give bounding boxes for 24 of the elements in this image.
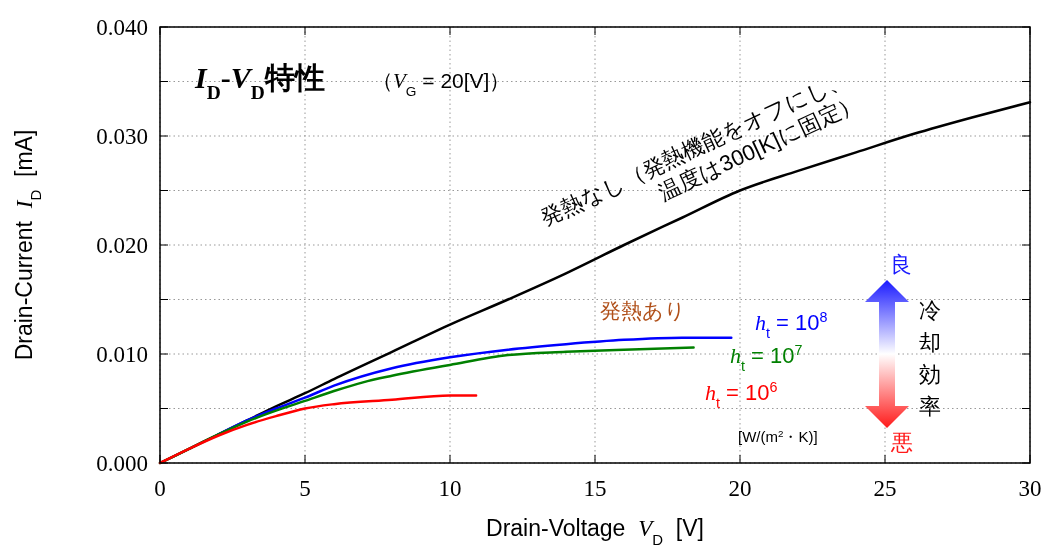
- text: （V$_{G}$ = 20[V]）: [372, 69, 511, 99]
- x-tick-label: 20: [728, 476, 752, 501]
- x-tick-label: 0: [154, 476, 166, 501]
- series-label: h$_{t}$ = 10$^{8}$: [755, 309, 828, 341]
- annotation: 発熱あり: [600, 299, 686, 322]
- annotation: [W/(m$^{2}$・K)]: [738, 427, 818, 445]
- y-tick-label: 0.040: [96, 15, 148, 41]
- annotation: 良: [890, 252, 912, 277]
- annotation: 冷却効率: [919, 298, 941, 419]
- y-tick-label: 0.020: [96, 233, 148, 259]
- y-tick-label: 0.030: [96, 124, 148, 150]
- x-axis-title: Drain-Voltage V$_{D}$ [V]: [486, 515, 704, 548]
- series-label: h$_{t}$ = 10$^{7}$: [730, 342, 803, 374]
- text: h$_{t}$ = 10$^{6}$: [705, 379, 778, 411]
- annotation: 悪: [890, 430, 913, 455]
- y-tick-label: 0.010: [96, 342, 148, 368]
- text: I$_{D}$-V$_{D}$特性: [194, 61, 325, 103]
- x-tick-label: 10: [438, 476, 462, 501]
- line-series: [158, 394, 478, 465]
- x-tick-label: 15: [583, 476, 607, 501]
- y-tick-label: 0.000: [96, 451, 148, 477]
- x-tick-label: 5: [299, 476, 311, 501]
- x-tick-label: 25: [873, 476, 897, 501]
- x-tick-label: 30: [1018, 476, 1042, 501]
